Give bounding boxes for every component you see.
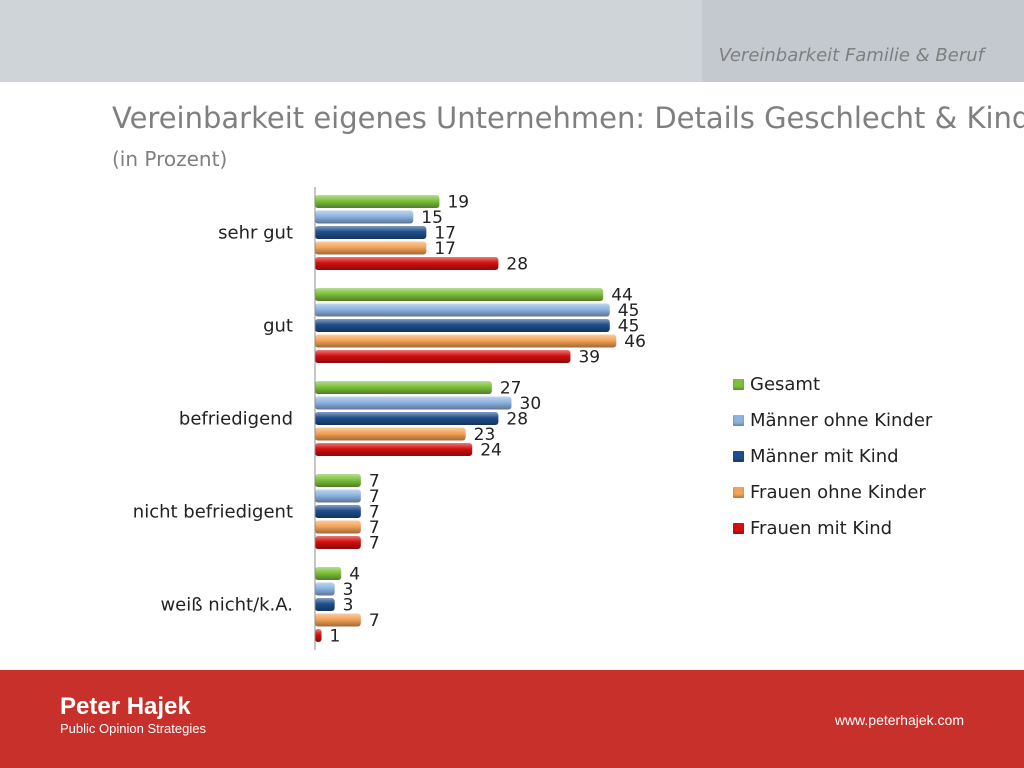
bar-weiss-nicht-k-a-gesamt <box>315 567 342 580</box>
bar-befriedigend-frauen-mit-kind <box>315 443 473 456</box>
legend-item-frauen-ohne-kinder: Frauen ohne Kinder <box>733 474 932 510</box>
data-label-weiss-nicht-k-a-frauen-mit-kind: 1 <box>330 627 341 647</box>
data-label-weiss-nicht-k-a-maenner-ohne-kinder: 3 <box>343 580 354 600</box>
bar-weiss-nicht-k-a-maenner-mit-kind <box>315 598 335 611</box>
legend-item-gesamt: Gesamt <box>733 366 932 402</box>
legend-swatch <box>733 450 744 462</box>
bar-gut-frauen-mit-kind <box>315 350 571 363</box>
data-label-gut-frauen-mit-kind: 39 <box>578 348 600 368</box>
data-label-weiss-nicht-k-a-gesamt: 4 <box>349 565 360 585</box>
chart-legend: Gesamt Männer ohne Kinder Männer mit Kind F… <box>733 366 932 546</box>
data-label-weiss-nicht-k-a-frauen-ohne-kinder: 7 <box>369 611 380 631</box>
data-label-nicht-befriedigent-gesamt: 7 <box>369 472 380 492</box>
bar-befriedigend-frauen-ohne-kinder <box>315 427 466 441</box>
bar-gut-gesamt <box>315 288 604 301</box>
bar-befriedigend-gesamt <box>315 381 492 394</box>
bar-weiss-nicht-k-a-frauen-ohne-kinder <box>315 613 361 627</box>
data-label-gut-maenner-mit-kind: 45 <box>618 317 640 337</box>
data-label-sehr-gut-maenner-ohne-kinder: 15 <box>421 208 443 228</box>
legend-item-maenner-ohne-kinder: Männer ohne Kinder <box>733 402 932 438</box>
category-label-sehr-gut: sehr gut <box>218 223 293 244</box>
data-label-sehr-gut-gesamt: 19 <box>447 193 469 213</box>
bar-weiss-nicht-k-a-frauen-mit-kind <box>315 629 322 642</box>
bar-befriedigend-maenner-mit-kind <box>315 412 499 425</box>
bar-nicht-befriedigent-frauen-ohne-kinder <box>315 520 361 534</box>
bar-nicht-befriedigent-gesamt <box>315 474 361 487</box>
data-label-gut-gesamt: 44 <box>611 286 633 306</box>
bar-nicht-befriedigent-maenner-mit-kind <box>315 505 361 518</box>
legend-swatch <box>733 522 744 534</box>
data-label-nicht-befriedigent-frauen-mit-kind: 7 <box>369 534 380 554</box>
bar-sehr-gut-frauen-mit-kind <box>315 257 499 270</box>
data-label-gut-frauen-ohne-kinder: 46 <box>624 332 646 352</box>
data-label-befriedigend-maenner-mit-kind: 28 <box>506 410 528 430</box>
legend-label: Männer ohne Kinder <box>750 409 933 431</box>
legend-label: Frauen mit Kind <box>750 517 893 539</box>
bar-befriedigend-maenner-ohne-kinder <box>315 396 512 410</box>
legend-label: Frauen ohne Kinder <box>750 481 926 503</box>
data-label-befriedigend-maenner-ohne-kinder: 30 <box>520 394 542 414</box>
data-label-nicht-befriedigent-maenner-mit-kind: 7 <box>369 503 380 523</box>
website-link[interactable]: www.peterhajek.com <box>834 712 964 728</box>
logo-name: Peter Hajek <box>60 693 191 720</box>
bar-gut-maenner-ohne-kinder <box>315 303 610 317</box>
legend-label: Gesamt <box>750 373 821 395</box>
data-label-sehr-gut-maenner-mit-kind: 17 <box>434 224 456 244</box>
bar-weiss-nicht-k-a-maenner-ohne-kinder <box>315 582 335 596</box>
data-label-sehr-gut-frauen-ohne-kinder: 17 <box>434 239 456 259</box>
category-label-nicht-befriedigent: nicht befriedigent <box>133 502 293 523</box>
data-label-weiss-nicht-k-a-maenner-mit-kind: 3 <box>343 596 354 616</box>
bar-sehr-gut-frauen-ohne-kinder <box>315 241 427 255</box>
data-label-gut-maenner-ohne-kinder: 45 <box>618 301 640 321</box>
bar-nicht-befriedigent-maenner-ohne-kinder <box>315 489 361 503</box>
company-logo: Peter Hajek Public Opinion Strategies <box>60 694 206 738</box>
category-label-befriedigend: befriedigend <box>179 409 293 430</box>
legend-item-maenner-mit-kind: Männer mit Kind <box>733 438 932 474</box>
data-label-befriedigend-frauen-mit-kind: 24 <box>480 441 502 461</box>
bar-sehr-gut-gesamt <box>315 195 440 208</box>
legend-swatch <box>733 414 744 426</box>
bar-nicht-befriedigent-frauen-mit-kind <box>315 536 361 549</box>
logo-tagline: Public Opinion Strategies <box>60 721 206 736</box>
data-label-nicht-befriedigent-maenner-ohne-kinder: 7 <box>369 487 380 507</box>
bar-sehr-gut-maenner-mit-kind <box>315 226 427 239</box>
category-label-gut: gut <box>263 316 293 337</box>
bar-sehr-gut-maenner-ohne-kinder <box>315 210 414 224</box>
header-section-panel <box>702 0 1024 82</box>
category-label-weiss-nicht-k-a: weiß nicht/k.A. <box>160 595 293 616</box>
bar-gut-frauen-ohne-kinder <box>315 334 617 348</box>
slide-title: Vereinbarkeit eigenes Unternehmen: Detai… <box>112 101 1024 135</box>
data-label-befriedigend-frauen-ohne-kinder: 23 <box>474 425 496 445</box>
data-label-sehr-gut-frauen-mit-kind: 28 <box>506 255 528 275</box>
data-label-befriedigend-gesamt: 27 <box>500 379 522 399</box>
slide-subtitle: (in Prozent) <box>112 147 228 171</box>
legend-swatch <box>733 378 744 390</box>
bar-gut-maenner-mit-kind <box>315 319 610 332</box>
section-title: Vereinbarkeit Familie & Beruf <box>718 45 984 66</box>
legend-item-frauen-mit-kind: Frauen mit Kind <box>733 510 932 546</box>
legend-label: Männer mit Kind <box>750 445 899 467</box>
legend-swatch <box>733 486 744 498</box>
data-label-nicht-befriedigent-frauen-ohne-kinder: 7 <box>369 518 380 538</box>
footer-bar <box>0 670 1024 768</box>
